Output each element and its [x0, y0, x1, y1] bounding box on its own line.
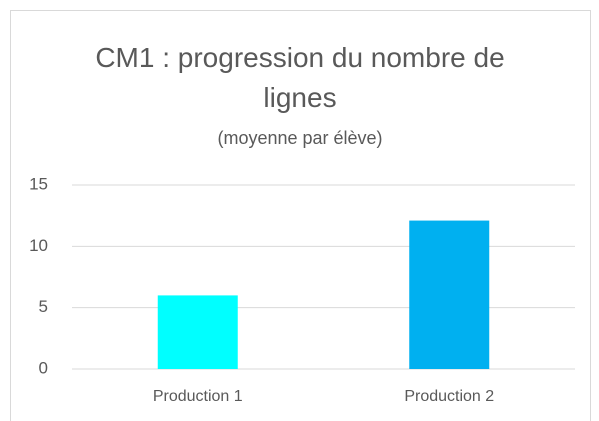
chart-title: CM1 : progression du nombre de lignes — [95, 42, 505, 113]
y-tick-label: 10 — [29, 236, 48, 255]
y-tick-label: 5 — [39, 297, 48, 316]
chart-subtitle: (moyenne par élève) — [217, 128, 383, 148]
x-tick-label: Production 2 — [404, 388, 494, 405]
bar — [409, 220, 490, 369]
x-tick-label: Production 1 — [153, 388, 243, 405]
y-tick-label: 0 — [39, 358, 48, 377]
y-tick-label: 15 — [29, 174, 48, 193]
chart-border — [10, 10, 591, 421]
bar — [157, 295, 238, 369]
